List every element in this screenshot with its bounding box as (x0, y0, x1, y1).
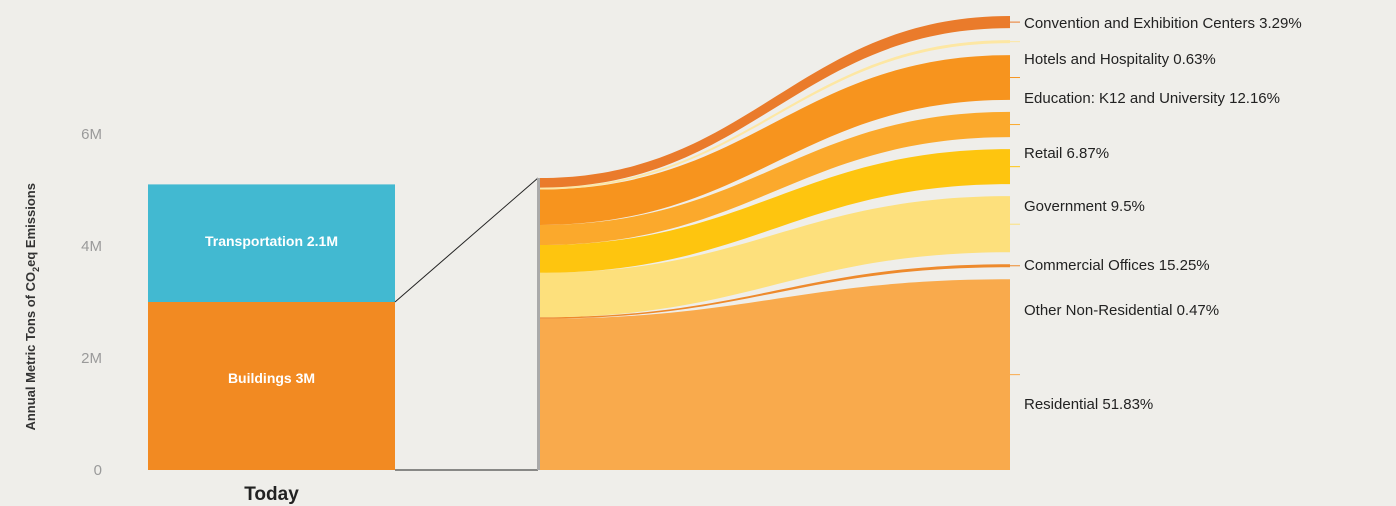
bar-segment-buildings (148, 302, 395, 470)
y-tick-label: 0 (93, 462, 102, 479)
flow-commercial-offices (540, 196, 1010, 318)
breakdown-label-government: Government 9.5% (1024, 198, 1145, 215)
flow-residential (540, 279, 1010, 470)
breakdown-label-convention: Convention and Exhibition Centers 3.29% (1024, 15, 1302, 32)
y-axis-label: Annual Metric Tons of CO2eq Emissions (23, 183, 41, 431)
flow-convention-and-exhibition-centers (540, 16, 1010, 188)
flow-hotels-and-hospitality (540, 40, 1010, 190)
x-category-label: Today (244, 484, 299, 505)
breakdown-label-commercial-offices: Commercial Offices 15.25% (1024, 257, 1210, 274)
y-tick-label: 6M (81, 126, 102, 143)
flow-other-non-residential (540, 264, 1010, 319)
breakdown-label-residential: Residential 51.83% (1024, 396, 1154, 413)
bar-label-buildings: Buildings 3M (227, 370, 316, 386)
y-tick-label: 4M (81, 238, 102, 255)
breakdown-label-hotels: Hotels and Hospitality 0.63% (1024, 51, 1216, 68)
flow-government (540, 149, 1010, 273)
y-tick-label: 2M (81, 350, 102, 367)
breakdown-axis (537, 178, 540, 470)
connector-line-top (394, 177, 539, 303)
flow-education-k12-and-university (540, 55, 1010, 225)
breakdown-label-other-non-residential: Other Non-Residential 0.47% (1024, 302, 1220, 319)
bar-segment-transportation (148, 184, 395, 302)
breakdown-label-education: Education: K12 and University 12.16% (1024, 90, 1280, 107)
bar-label-transportation: Transportation 2.1M (204, 233, 339, 249)
flow-retail (540, 111, 1010, 246)
breakdown-label-retail: Retail 6.87% (1024, 145, 1110, 162)
